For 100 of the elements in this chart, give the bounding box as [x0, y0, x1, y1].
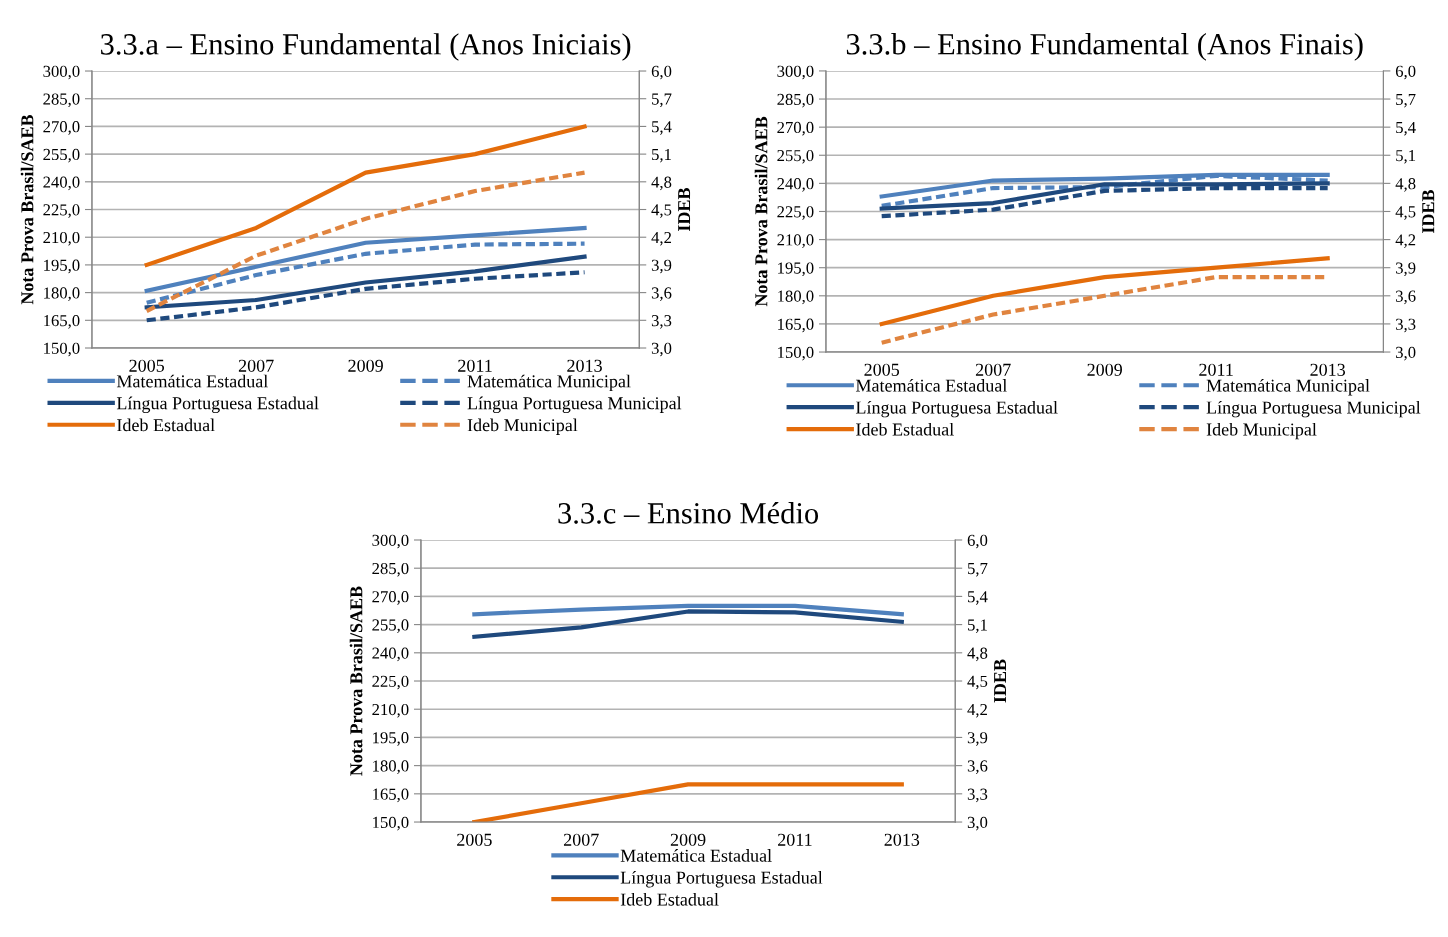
y-tick-label: 240,0 — [43, 176, 80, 191]
legend-label: Língua Portuguesa Estadual — [116, 396, 319, 414]
y2-tick-label: 6,0 — [651, 65, 672, 80]
legend-label: Matemática Municipal — [1206, 379, 1370, 396]
line-series — [879, 256, 1330, 327]
y2-tick-label: 5,4 — [1396, 121, 1416, 136]
line-series — [472, 609, 904, 639]
legend-label: Ideb Municipal — [467, 418, 578, 435]
line-series — [144, 270, 587, 323]
y-tick-label: 300,0 — [43, 65, 80, 80]
x-tick-label: 2011 — [778, 833, 812, 846]
x-tick-label: 2009 — [670, 833, 706, 846]
legend-label: Matemática Estadual — [855, 379, 1007, 392]
x-tick-label: 2007 — [238, 359, 274, 372]
y-tick-label: 300,0 — [372, 534, 409, 549]
y-tick-label: 240,0 — [372, 647, 409, 662]
y2-tick-label: 3,9 — [1396, 262, 1416, 277]
legend-label: Língua Portuguesa Municipal — [467, 396, 682, 414]
y2-tick-label: 3,6 — [651, 287, 672, 301]
x-tick-label: 2013 — [884, 833, 920, 846]
y2-tick-label: 5,7 — [652, 93, 672, 108]
chart-title: 3.3.a – Ensino Fundamental (Anos Iniciais) — [101, 33, 631, 61]
y2-tick-label: 5,7 — [968, 563, 988, 577]
y-tick-label: 180,0 — [44, 287, 80, 301]
y2-tick-label: 3,9 — [967, 732, 988, 746]
y-tick-label: 180,0 — [778, 290, 814, 305]
line-series — [144, 225, 587, 293]
legend-label: Matemática Estadual — [116, 374, 268, 388]
x-tick-label: 2011 — [1199, 363, 1233, 376]
y2-axis-title: IDEB — [678, 187, 691, 231]
y-tick-label: 255,0 — [777, 149, 814, 164]
y-tick-label: 240,0 — [777, 178, 814, 192]
y-axis-title: Nota Prova Brasil/SAEB — [20, 114, 34, 305]
y-tick-label: 285,0 — [43, 93, 80, 108]
y2-tick-label: 3,3 — [651, 315, 672, 329]
legend-label: Matemática Estadual — [620, 849, 772, 862]
legend-label: Matemática Municipal — [467, 374, 631, 392]
y-tick-label: 150,0 — [778, 346, 814, 361]
y2-tick-label: 4,8 — [967, 647, 988, 662]
y2-tick-label: 3,0 — [967, 816, 988, 831]
x-tick-label: 2009 — [1087, 363, 1122, 376]
y-tick-label: 150,0 — [373, 816, 409, 831]
legend-label: Ideb Estadual — [620, 892, 719, 906]
y-tick-label: 225,0 — [372, 675, 409, 690]
y-tick-label: 225,0 — [43, 204, 80, 218]
y2-tick-label: 5,7 — [1396, 93, 1416, 108]
y2-tick-label: 6,0 — [1395, 65, 1416, 80]
legend-label: Ideb Estadual — [117, 418, 215, 432]
y-tick-label: 195,0 — [373, 732, 409, 746]
y2-tick-label: 5,4 — [968, 591, 988, 605]
line-series — [879, 185, 1330, 219]
x-tick-label: 2007 — [563, 833, 599, 846]
y-axis-title: Nota Prova Brasil/SAEB — [754, 116, 768, 307]
y2-tick-label: 4,2 — [651, 231, 672, 246]
chart-title: 3.3.b – Ensino Fundamental (Anos Finais) — [846, 33, 1363, 61]
y2-tick-label: 3,6 — [967, 760, 988, 774]
y2-tick-label: 4,2 — [967, 703, 987, 718]
y-axis-title: Nota Prova Brasil/SAEB — [349, 586, 363, 776]
y2-tick-label: 5,1 — [652, 148, 671, 163]
y2-tick-label: 4,5 — [967, 675, 988, 690]
y-tick-label: 210,0 — [777, 234, 814, 248]
y2-tick-label: 4,8 — [1395, 178, 1416, 192]
y-tick-label: 210,0 — [372, 703, 409, 718]
y2-axis-title: IDEB — [1422, 189, 1435, 233]
x-tick-label: 2005 — [129, 359, 165, 372]
x-tick-label: 2013 — [567, 359, 602, 372]
y2-tick-label: 3,3 — [1396, 318, 1416, 333]
y-tick-label: 255,0 — [372, 619, 409, 633]
y-tick-label: 270,0 — [372, 591, 409, 605]
y-tick-label: 195,0 — [44, 259, 80, 274]
line-series — [144, 254, 587, 310]
y2-tick-label: 4,5 — [651, 204, 672, 218]
y2-tick-label: 6,0 — [967, 534, 988, 549]
chart-title: 3.3.c – Ensino Médio — [558, 502, 819, 524]
x-tick-label: 2013 — [1310, 363, 1346, 376]
y2-tick-label: 5,1 — [1396, 150, 1416, 164]
y2-tick-label: 3,0 — [651, 342, 672, 357]
legend-label: Língua Portuguesa Estadual — [855, 400, 1058, 418]
y-tick-label: 210,0 — [43, 231, 80, 246]
y-tick-label: 255,0 — [43, 148, 80, 163]
y-tick-label: 270,0 — [43, 121, 80, 135]
legend-label: Língua Portuguesa Municipal — [1206, 400, 1421, 418]
legend-label: Ideb Municipal — [1206, 422, 1317, 440]
x-tick-label: 2007 — [975, 363, 1011, 376]
y-tick-label: 195,0 — [778, 262, 814, 277]
x-tick-label: 2005 — [457, 833, 492, 846]
y-tick-label: 300,0 — [777, 65, 814, 80]
line-series — [144, 170, 587, 314]
y-tick-label: 225,0 — [777, 206, 814, 220]
line-series — [144, 124, 587, 267]
y-tick-label: 165,0 — [373, 788, 409, 803]
y2-tick-label: 4,8 — [651, 176, 672, 191]
y-tick-label: 285,0 — [777, 93, 814, 108]
line-series — [144, 241, 587, 305]
y-tick-label: 165,0 — [44, 315, 80, 329]
y2-tick-label: 3,3 — [967, 788, 988, 803]
y2-tick-label: 4,2 — [1395, 234, 1416, 248]
y-tick-label: 150,0 — [44, 342, 80, 357]
y2-tick-label: 3,0 — [1396, 346, 1416, 361]
y-tick-label: 165,0 — [778, 318, 814, 333]
